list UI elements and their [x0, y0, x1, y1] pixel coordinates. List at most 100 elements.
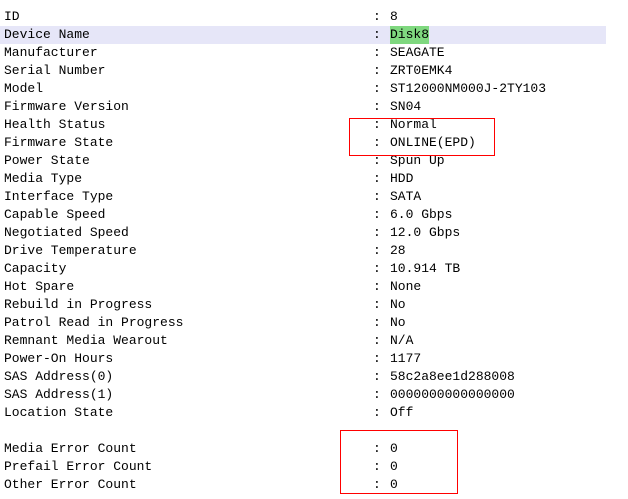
separator: : [373, 477, 381, 492]
property-label: Media Error Count [4, 441, 137, 456]
property-row[interactable]: Other Error Count:0 [0, 476, 628, 494]
property-value: 1177 [390, 351, 422, 366]
property-value: Normal [390, 117, 437, 132]
property-row[interactable]: Capacity:10.914 TB [0, 260, 628, 278]
property-row[interactable]: Firmware State: ONLINE(EPD) [0, 134, 628, 152]
property-value: 0000000000000000 [390, 387, 515, 402]
separator: : [373, 9, 381, 24]
property-label: Manufacturer [4, 45, 98, 60]
separator: : [373, 387, 381, 402]
property-row[interactable]: Patrol Read in Progress: No [0, 314, 628, 332]
property-label: SAS Address(0) [4, 369, 114, 384]
property-value: Spun Up [390, 153, 445, 168]
property-row[interactable]: Media Type: HDD [0, 170, 628, 188]
property-label: Media Type [4, 171, 83, 186]
property-row[interactable]: Capable Speed:6.0 Gbps [0, 206, 628, 224]
separator: : [373, 351, 381, 366]
property-label: Firmware State [4, 135, 114, 150]
property-row[interactable]: Prefail Error Count:0 [0, 458, 628, 476]
separator: : [373, 153, 381, 168]
separator: : [373, 441, 381, 456]
property-value: SN04 [390, 99, 422, 114]
property-value: ZRT0EMK4 [390, 63, 453, 78]
property-label: ID [4, 9, 20, 24]
property-row[interactable]: Device Name: Disk8 [0, 26, 606, 44]
separator: : [373, 171, 381, 186]
separator: : [373, 207, 381, 222]
property-value: Off [390, 405, 414, 420]
property-value: N/A [390, 333, 414, 348]
property-label: Health Status [4, 117, 106, 132]
property-row[interactable]: Location State: Off [0, 404, 628, 422]
property-label: SAS Address(1) [4, 387, 114, 402]
property-label: Device Name [4, 27, 90, 42]
property-value: 28 [390, 243, 406, 258]
property-value: ST12000NM000J-2TY103 [390, 81, 547, 96]
property-value: None [390, 279, 422, 294]
property-value: No [390, 297, 406, 312]
property-row[interactable]: Power State: Spun Up [0, 152, 628, 170]
property-label: Negotiated Speed [4, 225, 129, 240]
separator: : [373, 261, 381, 276]
property-label: Other Error Count [4, 477, 137, 492]
property-row[interactable]: Model: ST12000NM000J-2TY103 [0, 80, 628, 98]
property-row[interactable]: Manufacturer: SEAGATE [0, 44, 628, 62]
property-row[interactable]: SAS Address(0):58c2a8ee1d288008 [0, 368, 628, 386]
property-row[interactable]: Interface Type: SATA [0, 188, 628, 206]
separator: : [373, 45, 381, 60]
separator: : [373, 459, 381, 474]
separator: : [373, 135, 381, 150]
separator: : [373, 243, 381, 258]
property-label: Power State [4, 153, 90, 168]
separator: : [373, 279, 381, 294]
property-row[interactable]: Rebuild in Progress: No [0, 296, 628, 314]
property-value: 0 [390, 441, 398, 456]
property-label: Drive Temperature [4, 243, 137, 258]
property-value: 8 [390, 9, 398, 24]
separator: : [373, 99, 381, 114]
property-label: Serial Number [4, 63, 106, 78]
property-label: Model [4, 81, 44, 96]
separator: : [373, 405, 381, 420]
separator: : [373, 189, 381, 204]
property-label: Rebuild in Progress [4, 297, 153, 312]
property-label: Prefail Error Count [4, 459, 153, 474]
property-value: 0 [390, 477, 398, 492]
property-value: SATA [390, 189, 422, 204]
property-row[interactable]: Hot Spare: None [0, 278, 628, 296]
property-value: Disk8 [390, 26, 430, 44]
property-value: 58c2a8ee1d288008 [390, 369, 515, 384]
property-label: Interface Type [4, 189, 114, 204]
property-value: No [390, 315, 406, 330]
property-row[interactable]: Serial Number: ZRT0EMK4 [0, 62, 628, 80]
property-label: Capable Speed [4, 207, 106, 222]
separator: : [373, 297, 381, 312]
property-label: Location State [4, 405, 114, 420]
property-row[interactable]: Negotiated Speed:12.0 Gbps [0, 224, 628, 242]
property-label: Hot Spare [4, 279, 75, 294]
property-row[interactable]: ID:8 [0, 8, 628, 26]
separator: : [373, 315, 381, 330]
property-row[interactable]: SAS Address(1):0000000000000000 [0, 386, 628, 404]
property-row[interactable]: Firmware Version: SN04 [0, 98, 628, 116]
property-value: ONLINE(EPD) [390, 135, 476, 150]
property-row[interactable]: Power-On Hours:1177 [0, 350, 628, 368]
property-label: Firmware Version [4, 99, 129, 114]
separator: : [373, 117, 381, 132]
property-label: Capacity [4, 261, 67, 276]
property-row[interactable]: Remnant Media Wearout: N/A [0, 332, 628, 350]
property-row[interactable]: Health Status: Normal [0, 116, 628, 134]
property-label: Power-On Hours [4, 351, 114, 366]
property-value: 6.0 Gbps [390, 207, 453, 222]
property-value: 0 [390, 459, 398, 474]
property-value: HDD [390, 171, 414, 186]
property-label: Remnant Media Wearout [4, 333, 168, 348]
annotation-box-error-counts [340, 430, 458, 494]
separator: : [373, 63, 381, 78]
separator: : [373, 27, 381, 42]
separator: : [373, 369, 381, 384]
property-value: SEAGATE [390, 45, 445, 60]
property-row[interactable]: Drive Temperature:28 [0, 242, 628, 260]
property-row[interactable]: Media Error Count:0 [0, 440, 628, 458]
separator: : [373, 225, 381, 240]
